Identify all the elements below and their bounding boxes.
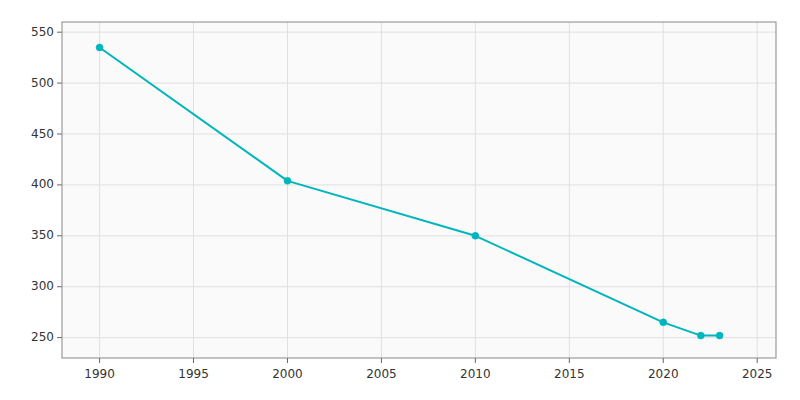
x-grid-line xyxy=(475,22,476,358)
x-grid-line xyxy=(193,22,194,358)
y-tick xyxy=(57,134,62,135)
x-tick xyxy=(381,358,382,363)
x-grid-line xyxy=(569,22,570,358)
x-tick-label: 2025 xyxy=(742,367,773,381)
y-grid-line xyxy=(62,134,776,135)
y-grid-line xyxy=(62,286,776,287)
x-grid-line xyxy=(99,22,100,358)
x-grid-line xyxy=(287,22,288,358)
y-tick-label: 350 xyxy=(31,228,54,242)
y-tick xyxy=(57,83,62,84)
y-tick xyxy=(57,32,62,33)
x-grid-line xyxy=(757,22,758,358)
x-tick-label: 2020 xyxy=(648,367,679,381)
x-tick-label: 1990 xyxy=(84,367,115,381)
plot-frame xyxy=(62,22,776,358)
y-tick-label: 400 xyxy=(31,177,54,191)
y-grid-line xyxy=(62,184,776,185)
y-tick-label: 250 xyxy=(31,330,54,344)
line xyxy=(100,47,720,335)
y-grid-line xyxy=(62,337,776,338)
point xyxy=(284,177,291,184)
y-tick-label: 450 xyxy=(31,127,54,141)
plot-background xyxy=(62,22,776,358)
x-tick xyxy=(663,358,664,363)
y-grid-line xyxy=(62,83,776,84)
y-tick-label: 500 xyxy=(31,76,54,90)
x-tick xyxy=(475,358,476,363)
series xyxy=(96,44,723,339)
x-tick-label: 2000 xyxy=(272,367,303,381)
x-grid-line xyxy=(663,22,664,358)
point xyxy=(96,44,103,51)
y-grid-line xyxy=(62,235,776,236)
y-grid-line xyxy=(62,32,776,33)
x-grid-line xyxy=(381,22,382,358)
y-tick xyxy=(57,235,62,236)
point xyxy=(716,332,723,339)
x-tick xyxy=(193,358,194,363)
grid xyxy=(62,22,776,358)
x-tick-label: 2005 xyxy=(366,367,397,381)
y-tick xyxy=(57,337,62,338)
chart-container: 250 300 350 400 450 500 550 1990 1995 2000 2005 201… xyxy=(0,0,800,400)
y-tick-label: 300 xyxy=(31,279,54,293)
y-tick xyxy=(57,286,62,287)
x-tick xyxy=(287,358,288,363)
point xyxy=(472,232,479,239)
x-tick xyxy=(757,358,758,363)
point xyxy=(697,332,704,339)
y-tick xyxy=(57,184,62,185)
x-tick-label: 2015 xyxy=(554,367,585,381)
x-tick xyxy=(569,358,570,363)
axes: 250 300 350 400 450 500 550 1990 1995 2000 2005 201… xyxy=(31,25,772,381)
x-tick xyxy=(99,358,100,363)
x-tick-label: 2010 xyxy=(460,367,491,381)
x-tick-label: 1995 xyxy=(178,367,209,381)
point xyxy=(660,319,667,326)
y-tick-label: 550 xyxy=(31,25,54,39)
chart: 250 300 350 400 450 500 550 1990 1995 2000 2005 201… xyxy=(0,0,800,400)
